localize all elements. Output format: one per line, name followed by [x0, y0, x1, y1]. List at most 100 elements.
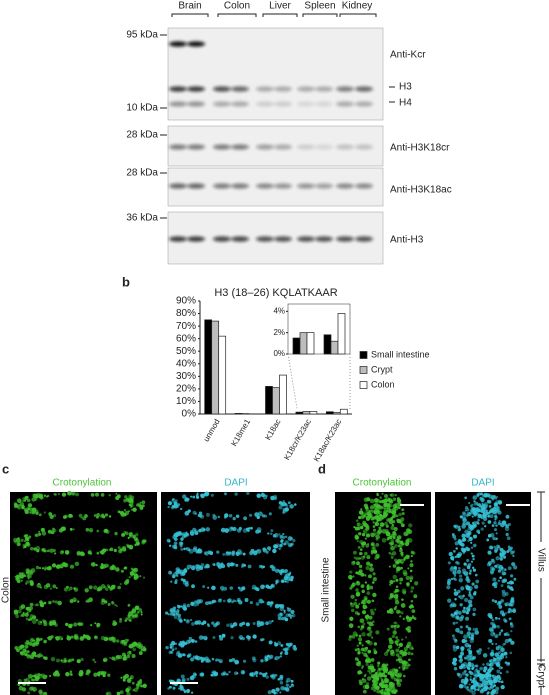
nucleus [289, 616, 293, 619]
nucleus [380, 684, 385, 688]
nucleus [78, 670, 83, 675]
nucleus [275, 580, 279, 584]
nucleus [211, 585, 216, 591]
x-tick-label: K18ac/K23ac [312, 418, 344, 464]
nucleus [368, 574, 372, 579]
nucleus [26, 612, 29, 615]
band [231, 86, 249, 92]
nucleus [499, 558, 503, 561]
nucleus [484, 676, 489, 681]
nucleus [479, 666, 483, 671]
nucleus [366, 555, 371, 560]
nucleus [108, 494, 111, 497]
nucleus [110, 584, 116, 590]
nucleus [381, 537, 387, 543]
region-brackets [537, 491, 545, 695]
band [274, 144, 292, 150]
nucleus [39, 637, 43, 641]
nucleus [17, 537, 20, 540]
y-tick-label: 40% [176, 358, 196, 369]
nucleus [476, 508, 481, 513]
nucleus [185, 639, 191, 645]
nucleus [488, 672, 492, 675]
nucleus [392, 580, 396, 583]
nucleus [134, 543, 137, 547]
nucleus [283, 687, 287, 691]
nucleus [284, 580, 287, 583]
nucleus [495, 686, 500, 691]
bar [309, 411, 318, 415]
nucleus [216, 550, 220, 554]
nucleus [404, 636, 408, 639]
nucleus [222, 599, 226, 603]
nucleus [27, 691, 31, 695]
nucleus [468, 652, 473, 658]
nucleus [393, 627, 397, 630]
nucleus [59, 565, 63, 569]
nucleus [466, 564, 470, 568]
nucleus [482, 653, 488, 658]
nucleus [131, 653, 136, 659]
nucleus [491, 524, 495, 528]
nucleus [25, 541, 30, 545]
nucleus [69, 599, 74, 604]
nucleus [209, 601, 214, 605]
nucleus [465, 611, 469, 615]
nucleus [42, 620, 47, 624]
nucleus [462, 551, 465, 555]
nucleus [495, 642, 498, 646]
nucleus [370, 686, 375, 691]
nucleus [372, 547, 376, 551]
nucleus [471, 566, 475, 570]
nucleus [366, 561, 371, 566]
nucleus [391, 507, 397, 513]
nucleus [193, 546, 198, 551]
nucleus [279, 676, 284, 681]
nucleus [178, 571, 182, 574]
nucleus [281, 580, 284, 583]
nucleus [107, 585, 111, 589]
nucleus [498, 500, 502, 504]
nucleus [115, 604, 118, 608]
nucleus [362, 622, 366, 626]
nucleus [356, 526, 361, 531]
nucleus [121, 639, 125, 644]
nucleus [232, 622, 236, 626]
nucleus [266, 585, 271, 589]
band [297, 144, 315, 150]
nucleus [383, 671, 386, 674]
nucleus [400, 611, 404, 615]
nucleus [357, 545, 361, 549]
nucleus [43, 584, 49, 590]
inset-guides [287, 353, 351, 411]
nucleus [354, 598, 358, 602]
nucleus [27, 673, 33, 679]
nucleus [358, 510, 364, 515]
nucleus [81, 636, 84, 639]
nucleus [87, 673, 90, 676]
nucleus [220, 672, 225, 676]
nucleus [375, 543, 380, 547]
nucleus [381, 680, 385, 684]
nucleus [261, 514, 266, 518]
bar [234, 413, 243, 415]
nucleus [279, 652, 283, 655]
nucleus [394, 544, 398, 548]
band [213, 236, 231, 242]
nucleus [351, 582, 356, 587]
nucleus [42, 548, 47, 553]
nucleus [128, 544, 134, 550]
nucleus [489, 684, 495, 689]
nucleus [461, 664, 467, 669]
nucleus [394, 600, 400, 605]
nucleus [71, 492, 74, 496]
nucleus [353, 526, 356, 529]
nucleus [125, 543, 129, 547]
nucleus [455, 547, 458, 550]
nucleus [167, 505, 170, 509]
nucleus [190, 657, 195, 662]
nucleus [168, 501, 172, 506]
nucleus [364, 512, 369, 516]
band [336, 101, 354, 107]
nucleus [237, 586, 241, 590]
